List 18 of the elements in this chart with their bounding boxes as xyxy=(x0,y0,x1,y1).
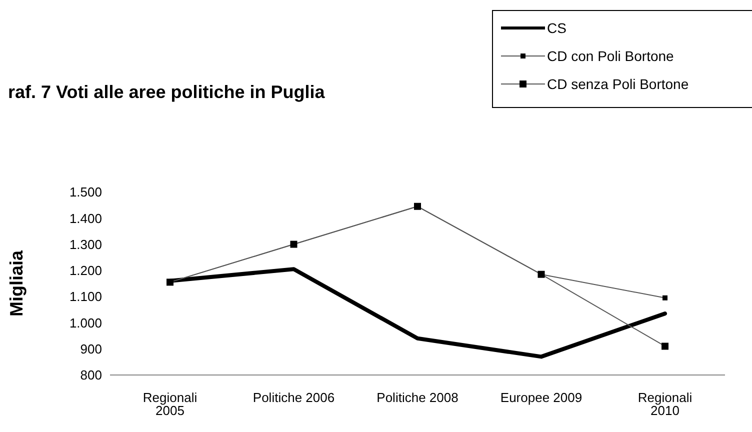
legend-label: CS xyxy=(547,19,568,37)
x-tick-label: Politiche 2008 xyxy=(376,390,458,406)
y-tick-label: 1.400 xyxy=(69,210,102,226)
x-tick-label: Politiche 2006 xyxy=(252,390,335,406)
y-tick-label: 900 xyxy=(80,341,102,356)
y-tick-label: 1.200 xyxy=(69,263,102,278)
y-tick-label: 800 xyxy=(80,368,102,383)
legend-label: CD con Poli Bortone xyxy=(547,47,675,65)
x-tick-label: Europee 2009 xyxy=(500,390,582,406)
y-tick-label: 1.000 xyxy=(69,315,102,330)
y-tick-label: 1.100 xyxy=(69,289,102,304)
y-axis-title: Migliaia xyxy=(6,250,26,317)
y-tick-label: 1.500 xyxy=(69,184,102,200)
x-tick-label: Regionali 2005 xyxy=(142,390,198,418)
x-tick-label: Regionali 2010 xyxy=(638,390,692,418)
legend-label: CD senza Poli Bortone xyxy=(547,75,690,93)
y-tick-label: 1.300 xyxy=(69,236,102,252)
chart-title: raf. 7 Voti alle aree politiche in Puglia xyxy=(8,82,325,103)
